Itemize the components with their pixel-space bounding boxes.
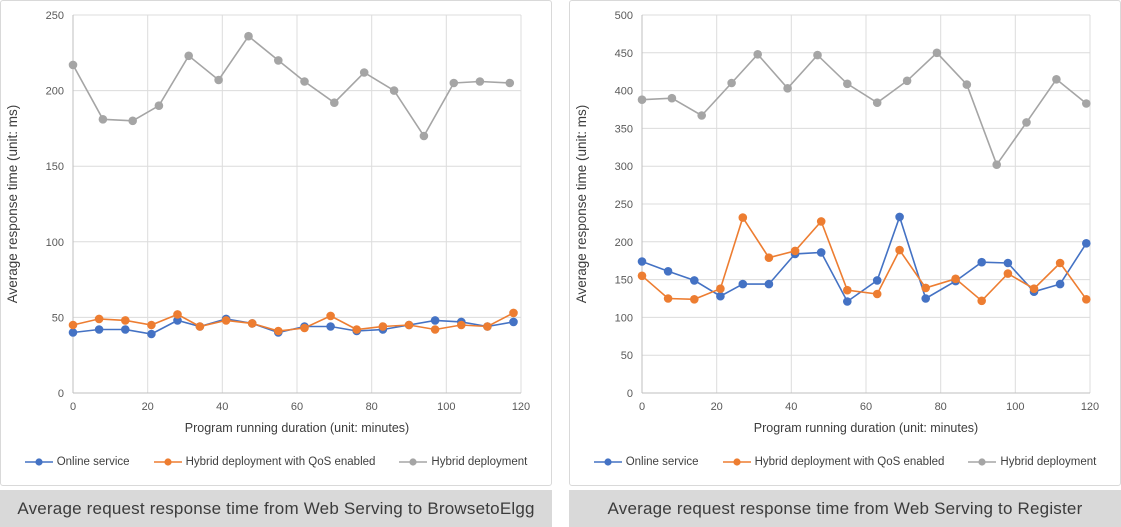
chart-legend-left: Online service Hybrid deployment with Qo… (1, 445, 551, 479)
svg-text:350: 350 (615, 123, 633, 135)
svg-text:60: 60 (291, 401, 303, 413)
svg-text:300: 300 (615, 161, 633, 173)
y-axis-title: Average response time (unit: ms) (5, 105, 20, 304)
line-dot-marker-gray-icon (399, 457, 428, 467)
svg-text:100: 100 (46, 237, 64, 249)
line-dot-marker-orange-icon (722, 457, 751, 467)
svg-text:100: 100 (1006, 401, 1024, 413)
legend-item-hybrid: Hybrid deployment (968, 456, 1096, 468)
svg-text:400: 400 (615, 86, 633, 98)
svg-text:250: 250 (615, 199, 633, 211)
legend-label: Online service (625, 456, 699, 468)
svg-text:80: 80 (935, 401, 947, 413)
legend-label: Online service (56, 456, 130, 468)
legend-item-online-service: Online service (24, 456, 130, 468)
legend-item-online-service: Online service (593, 456, 699, 468)
svg-text:60: 60 (860, 401, 872, 413)
chart-caption: Average request response time from Web S… (17, 498, 535, 518)
svg-text:150: 150 (46, 161, 64, 173)
legend-label: Hybrid deployment (431, 456, 528, 468)
svg-text:150: 150 (615, 275, 633, 287)
chart-panel-browsetoelgg: 0 50 100 150 200 250 0 20 40 60 80 100 120 Program r… (0, 0, 552, 527)
legend-item-hybrid-qos: Hybrid deployment with QoS enabled (722, 456, 945, 468)
svg-text:120: 120 (512, 401, 530, 413)
svg-text:200: 200 (46, 86, 64, 98)
svg-text:450: 450 (615, 48, 633, 60)
line-chart-left: 0 50 100 150 200 250 0 20 40 60 80 100 120 Program r… (5, 10, 530, 435)
svg-text:500: 500 (615, 10, 633, 22)
svg-text:0: 0 (639, 401, 645, 413)
y-axis-title: Average response time (unit: ms) (574, 105, 589, 304)
legend-item-hybrid: Hybrid deployment (399, 456, 527, 468)
x-axis-title: Program running duration (unit: minutes) (754, 421, 978, 435)
svg-text:50: 50 (52, 312, 64, 324)
svg-text:120: 120 (1081, 401, 1099, 413)
legend-item-hybrid-qos: Hybrid deployment with QoS enabled (153, 456, 376, 468)
svg-text:0: 0 (58, 388, 64, 400)
chart-frame-left: 0 50 100 150 200 250 0 20 40 60 80 100 120 Program r… (0, 0, 552, 486)
line-dot-marker-orange-icon (153, 457, 182, 467)
svg-text:200: 200 (615, 237, 633, 249)
svg-text:0: 0 (70, 401, 76, 413)
chart-caption: Average request response time from Web S… (607, 498, 1083, 518)
chart-caption-bar-right: Average request response time from Web S… (569, 490, 1121, 527)
chart-legend-right: Online service Hybrid deployment with Qo… (570, 445, 1120, 479)
legend-label: Hybrid deployment with QoS enabled (754, 456, 945, 468)
svg-text:100: 100 (437, 401, 455, 413)
svg-text:250: 250 (46, 10, 64, 22)
svg-text:20: 20 (711, 401, 723, 413)
svg-text:40: 40 (785, 401, 797, 413)
line-dot-marker-blue-icon (593, 457, 622, 467)
chart-panel-register: 0 50 100 150 200 250 300 350 400 450 500 0 20 40 60 80 1… (569, 0, 1121, 527)
svg-text:40: 40 (216, 401, 228, 413)
svg-text:0: 0 (627, 388, 633, 400)
svg-text:80: 80 (366, 401, 378, 413)
line-dot-marker-gray-icon (968, 457, 997, 467)
svg-text:100: 100 (615, 312, 633, 324)
chart-frame-right: 0 50 100 150 200 250 300 350 400 450 500 0 20 40 60 80 1… (569, 0, 1121, 486)
legend-label: Hybrid deployment with QoS enabled (185, 456, 376, 468)
legend-label: Hybrid deployment (1000, 456, 1097, 468)
svg-text:20: 20 (142, 401, 154, 413)
svg-text:50: 50 (621, 350, 633, 362)
line-dot-marker-blue-icon (24, 457, 53, 467)
x-axis-title: Program running duration (unit: minutes) (185, 421, 409, 435)
line-chart-right: 0 50 100 150 200 250 300 350 400 450 500 0 20 40 60 80 1… (574, 10, 1099, 435)
chart-caption-bar-left: Average request response time from Web S… (0, 490, 552, 527)
